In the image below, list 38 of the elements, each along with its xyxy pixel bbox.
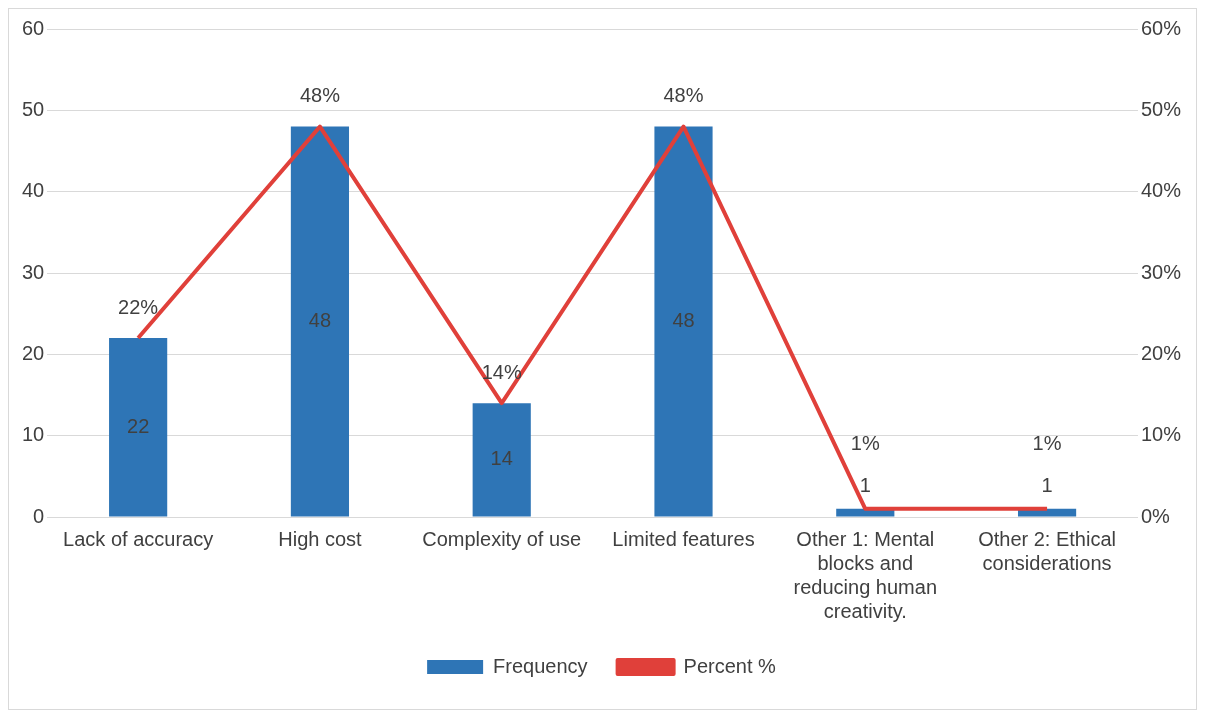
y2-tick-label: 50% bbox=[1140, 97, 1182, 120]
y-tick-label: 20 bbox=[22, 341, 45, 364]
y2-tick-label: 30% bbox=[1140, 260, 1182, 283]
data-label: 14% bbox=[481, 360, 522, 383]
data-label: 48 bbox=[672, 309, 695, 332]
data-label: 48% bbox=[299, 84, 341, 107]
x-tick-label: High cost bbox=[278, 527, 363, 550]
data-label: 48% bbox=[663, 84, 704, 107]
data-label: 22% bbox=[118, 295, 159, 318]
x-tick-label: Complexity of use bbox=[422, 527, 582, 550]
y-tick-label: 60 bbox=[22, 16, 45, 39]
data-label: 22 bbox=[127, 414, 150, 437]
legend-label: Frequency bbox=[493, 654, 588, 677]
y2-tick-label: 10% bbox=[1140, 423, 1182, 446]
data-label: 1 bbox=[859, 474, 871, 497]
y2-tick-label: 0% bbox=[1140, 504, 1171, 527]
data-label: 48 bbox=[308, 309, 332, 332]
data-label: 1 bbox=[1041, 474, 1053, 497]
y-tick-label: 30 bbox=[22, 260, 45, 283]
x-tick-label: Lack of accuracy bbox=[63, 527, 214, 550]
y-tick-label: 0 bbox=[33, 504, 45, 527]
data-label: 1% bbox=[1032, 432, 1062, 455]
y-tick-label: 50 bbox=[22, 97, 45, 120]
y2-tick-label: 20% bbox=[1140, 341, 1182, 364]
x-tick-label: Other 1: Mental blocks and reducing human creativity. bbox=[793, 527, 938, 622]
bar bbox=[109, 338, 168, 517]
y2-tick-label: 60% bbox=[1140, 16, 1182, 39]
x-tick-label: Limited features bbox=[612, 527, 755, 550]
y2-tick-label: 40% bbox=[1140, 179, 1182, 202]
y-tick-label: 40 bbox=[22, 179, 45, 202]
data-label: 1% bbox=[850, 432, 880, 455]
y-tick-label: 10 bbox=[22, 423, 45, 446]
legend-label: Percent % bbox=[683, 654, 777, 677]
bar bbox=[472, 403, 531, 517]
x-tick-label: Other 2: Ethical considerations bbox=[978, 527, 1116, 574]
data-label: 14 bbox=[490, 447, 513, 470]
bar bbox=[654, 126, 713, 517]
bar bbox=[290, 126, 350, 517]
